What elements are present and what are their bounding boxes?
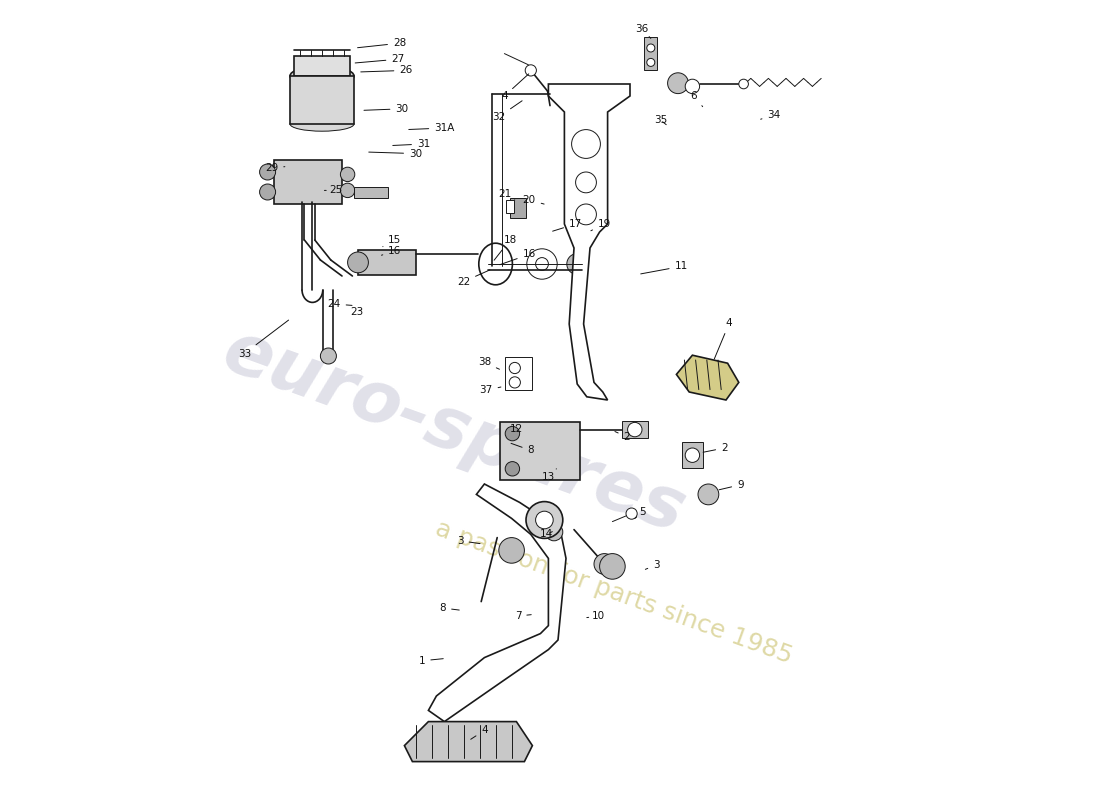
Text: 2: 2 bbox=[615, 431, 630, 442]
Polygon shape bbox=[676, 355, 739, 400]
Ellipse shape bbox=[290, 117, 354, 131]
Text: 6: 6 bbox=[691, 91, 703, 106]
Circle shape bbox=[698, 484, 718, 505]
Bar bbox=[274, 160, 342, 204]
Text: 27: 27 bbox=[355, 54, 405, 64]
Text: 1: 1 bbox=[419, 656, 443, 666]
Circle shape bbox=[739, 79, 748, 89]
Text: 2: 2 bbox=[703, 443, 728, 453]
Circle shape bbox=[594, 554, 615, 574]
Circle shape bbox=[505, 462, 519, 476]
Text: 26: 26 bbox=[361, 66, 412, 75]
Text: 28: 28 bbox=[358, 38, 406, 48]
Circle shape bbox=[685, 79, 700, 94]
Text: 10: 10 bbox=[586, 611, 605, 621]
Circle shape bbox=[525, 65, 537, 76]
Text: 18: 18 bbox=[494, 235, 517, 260]
Text: 24: 24 bbox=[328, 299, 352, 309]
Circle shape bbox=[509, 377, 520, 388]
Text: 15: 15 bbox=[383, 235, 402, 246]
Bar bbox=[506, 200, 514, 213]
Circle shape bbox=[536, 511, 553, 529]
Text: 4: 4 bbox=[714, 318, 733, 359]
Bar bbox=[621, 421, 648, 438]
Circle shape bbox=[626, 508, 637, 519]
Text: 30: 30 bbox=[368, 149, 422, 158]
Circle shape bbox=[628, 422, 642, 437]
Bar bbox=[510, 198, 526, 218]
Text: 34: 34 bbox=[761, 110, 781, 120]
Text: 20: 20 bbox=[522, 195, 544, 205]
Circle shape bbox=[647, 58, 654, 66]
Circle shape bbox=[536, 258, 549, 270]
Circle shape bbox=[505, 426, 519, 441]
Circle shape bbox=[647, 44, 654, 52]
Text: 32: 32 bbox=[492, 101, 522, 122]
Bar bbox=[505, 357, 531, 390]
Text: 30: 30 bbox=[364, 104, 408, 114]
Text: 21: 21 bbox=[498, 190, 515, 200]
Text: 11: 11 bbox=[640, 262, 688, 274]
Circle shape bbox=[527, 249, 558, 279]
Bar bbox=[290, 76, 354, 124]
Text: a passion for parts since 1985: a passion for parts since 1985 bbox=[432, 516, 795, 668]
Text: 8: 8 bbox=[440, 603, 459, 613]
Text: 14: 14 bbox=[540, 530, 553, 539]
Text: 9: 9 bbox=[719, 480, 744, 490]
Text: 13: 13 bbox=[542, 469, 557, 482]
Text: 31A: 31A bbox=[409, 123, 454, 133]
Text: 33: 33 bbox=[238, 320, 288, 358]
Text: 37: 37 bbox=[480, 386, 501, 395]
Text: 12: 12 bbox=[509, 424, 522, 434]
Text: 3: 3 bbox=[458, 536, 480, 546]
Polygon shape bbox=[428, 484, 566, 722]
Circle shape bbox=[572, 130, 601, 158]
Circle shape bbox=[600, 554, 625, 579]
Circle shape bbox=[509, 362, 520, 374]
Circle shape bbox=[320, 348, 337, 364]
Text: 36: 36 bbox=[636, 24, 651, 38]
Circle shape bbox=[685, 448, 700, 462]
Circle shape bbox=[340, 183, 355, 198]
Text: 4: 4 bbox=[502, 74, 529, 101]
Text: 22: 22 bbox=[456, 270, 490, 286]
Text: 38: 38 bbox=[477, 358, 499, 370]
Circle shape bbox=[498, 538, 525, 563]
Bar bbox=[354, 187, 387, 198]
Text: 16: 16 bbox=[382, 246, 402, 256]
Bar bbox=[294, 56, 350, 76]
Bar bbox=[682, 442, 703, 468]
Text: 5: 5 bbox=[635, 507, 646, 518]
Circle shape bbox=[260, 164, 276, 180]
Circle shape bbox=[526, 502, 563, 538]
Circle shape bbox=[260, 184, 276, 200]
Bar bbox=[645, 37, 657, 70]
Text: 29: 29 bbox=[265, 163, 285, 173]
Text: 35: 35 bbox=[653, 115, 667, 125]
Ellipse shape bbox=[290, 66, 354, 86]
Text: 3: 3 bbox=[646, 560, 660, 570]
Text: 19: 19 bbox=[591, 219, 611, 230]
Circle shape bbox=[668, 73, 689, 94]
Text: 25: 25 bbox=[324, 186, 342, 195]
Polygon shape bbox=[549, 84, 630, 400]
Bar bbox=[358, 250, 416, 275]
Ellipse shape bbox=[478, 243, 513, 285]
Bar bbox=[500, 422, 581, 480]
Text: 16: 16 bbox=[499, 250, 536, 265]
Circle shape bbox=[566, 254, 587, 274]
Polygon shape bbox=[405, 722, 532, 762]
Text: 8: 8 bbox=[512, 443, 535, 455]
Text: 31: 31 bbox=[393, 139, 430, 149]
Text: 23: 23 bbox=[350, 307, 363, 317]
Text: 4: 4 bbox=[471, 726, 487, 739]
Circle shape bbox=[340, 167, 355, 182]
Text: 17: 17 bbox=[552, 219, 582, 231]
Circle shape bbox=[575, 204, 596, 225]
Circle shape bbox=[575, 172, 596, 193]
Text: 7: 7 bbox=[515, 611, 531, 621]
Circle shape bbox=[546, 523, 563, 541]
Circle shape bbox=[348, 252, 369, 273]
Text: euro-spares: euro-spares bbox=[213, 316, 694, 548]
